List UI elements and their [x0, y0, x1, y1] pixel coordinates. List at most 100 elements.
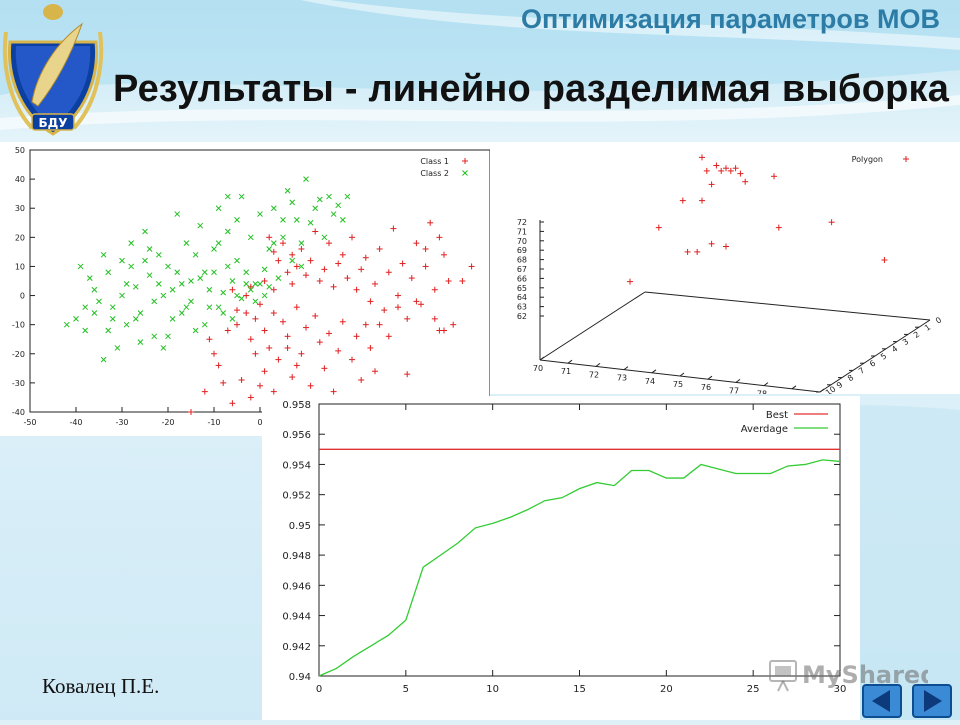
data-point — [261, 292, 268, 299]
data-point — [284, 269, 291, 276]
data-point — [413, 298, 420, 305]
data-point — [257, 211, 263, 217]
data-point — [132, 283, 139, 290]
data-point — [321, 365, 328, 372]
data-point — [703, 167, 710, 174]
x-tick-label: 74 — [645, 377, 655, 386]
y-tick-label: 1 — [923, 323, 932, 333]
data-point — [307, 382, 314, 389]
y-tick-label: 9 — [835, 380, 844, 390]
data-point — [828, 219, 835, 226]
data-point — [105, 269, 112, 276]
data-point — [727, 167, 734, 174]
x-tick-mark — [651, 369, 657, 374]
data-point — [418, 301, 424, 308]
data-point — [192, 327, 199, 334]
data-point — [275, 275, 282, 281]
data-point — [303, 272, 309, 279]
data-point — [220, 289, 227, 296]
z-tick-label: 62 — [517, 312, 527, 321]
data-point — [408, 275, 415, 282]
data-point — [174, 269, 181, 276]
scatter-chart-panel: 50 40 30 20 10 0 -10 -20 -30 -40 -50 -40 -30 -20 -10 0 C… — [0, 142, 491, 436]
data-point — [699, 197, 705, 204]
data-point — [73, 315, 79, 322]
data-point — [280, 217, 286, 223]
data-point — [284, 187, 291, 194]
data-point — [165, 263, 171, 270]
data-point — [96, 298, 102, 305]
data-point — [362, 321, 369, 328]
data-point — [627, 278, 633, 285]
z-tick-label: 69 — [517, 246, 527, 255]
x-tick-mark — [679, 372, 685, 377]
data-point — [243, 269, 250, 276]
x-tick-label: 78 — [757, 390, 767, 394]
data-point — [252, 281, 259, 287]
y-tick-label: 0.95 — [289, 521, 311, 532]
data-point — [723, 243, 729, 250]
x-tick-mark — [539, 356, 545, 361]
data-point — [395, 304, 401, 311]
data-point — [215, 362, 222, 369]
data-point — [353, 286, 360, 293]
data-point — [215, 304, 222, 311]
data-point — [298, 240, 305, 247]
data-point — [381, 307, 388, 314]
data-point — [197, 275, 204, 281]
data-point — [142, 228, 148, 235]
data-point — [206, 286, 213, 293]
x-tick-label: -50 — [23, 418, 36, 427]
data-point — [247, 234, 254, 241]
data-point — [293, 362, 300, 369]
y-tick-label: 0.948 — [282, 551, 311, 562]
data-point — [441, 327, 447, 334]
x-tick-label: -30 — [115, 418, 128, 427]
data-point — [169, 286, 176, 293]
data-point — [215, 240, 222, 247]
data-point — [732, 165, 739, 172]
data-point — [270, 310, 277, 317]
data-point — [234, 217, 240, 223]
data-point — [188, 409, 194, 415]
data-point — [404, 315, 411, 322]
data-point — [270, 286, 277, 293]
data-point — [385, 269, 392, 276]
data-point — [708, 181, 715, 188]
data-point — [224, 263, 231, 270]
data-point — [289, 374, 296, 381]
data-point — [349, 356, 355, 363]
data-point — [422, 245, 429, 252]
polygon-3d-chart-panel: 7271706968676665646362707172737475767778… — [490, 142, 960, 405]
data-point — [312, 312, 319, 319]
data-point — [234, 321, 240, 328]
plot-frame — [29, 149, 491, 413]
data-point — [151, 333, 158, 340]
data-point — [376, 321, 383, 328]
y-tick-label: 0.946 — [282, 581, 311, 592]
data-point — [339, 318, 346, 325]
y-tick-label: 50 — [15, 146, 25, 155]
data-point — [252, 315, 259, 322]
data-point — [316, 278, 323, 284]
data-point — [367, 344, 374, 351]
data-point — [63, 321, 70, 328]
data-point — [390, 225, 397, 232]
data-point — [718, 167, 725, 174]
x-tick-label: -10 — [207, 418, 220, 427]
x-tick-label: 25 — [747, 684, 760, 695]
data-point — [100, 251, 107, 258]
data-point — [344, 193, 351, 200]
x-tick-label: 5 — [403, 684, 409, 695]
data-point — [211, 269, 217, 276]
z-tick-label: 64 — [517, 293, 527, 302]
z-tick-label: 67 — [517, 265, 527, 274]
y-tick-label: 10 — [15, 262, 25, 271]
previous-slide-button[interactable] — [862, 684, 902, 718]
data-point — [349, 234, 355, 241]
next-slide-button[interactable] — [912, 684, 952, 718]
data-point — [372, 280, 378, 287]
data-point — [266, 234, 273, 241]
fitness-line-chart-panel: 0.958 0.956 0.954 0.952 0.95 0.948 0.946 0.944 0… — [262, 396, 860, 720]
